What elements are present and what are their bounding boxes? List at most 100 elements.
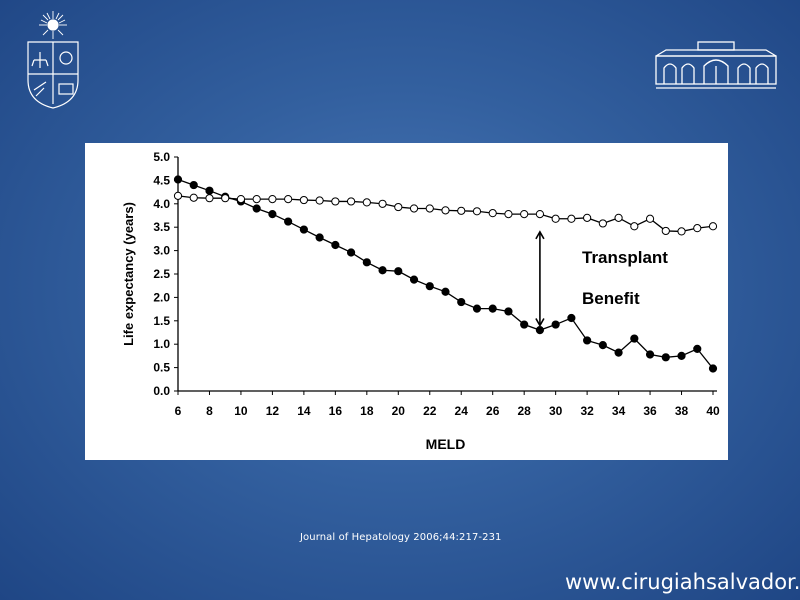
data-point-open [252, 195, 261, 204]
benefit-arrow-head-bottom [535, 318, 545, 328]
x-tick-label: 28 [517, 404, 531, 418]
data-point-filled [693, 344, 702, 353]
data-point-open [441, 206, 450, 215]
data-point-open [708, 222, 718, 231]
data-point-open [693, 224, 702, 233]
chart-panel: 0.0 0.5 1.0 1.5 2.0 2.5 3.0 3.5 4.0 4.5 5.0 6 8 10 12 1… [85, 143, 728, 460]
x-tick-label: 26 [486, 404, 500, 418]
y-tick-label: 1.5 [153, 314, 170, 328]
data-point-filled [583, 336, 592, 345]
hospital-building-logo [655, 41, 777, 89]
x-tick-label: 12 [266, 404, 280, 418]
data-point-filled [551, 320, 560, 329]
y-tick-label: 2.0 [153, 290, 170, 304]
data-point-filled [567, 313, 576, 323]
data-point-open [567, 214, 576, 223]
data-point-open [362, 198, 371, 207]
data-point-open [425, 204, 434, 213]
data-point-open [189, 193, 198, 202]
data-point-open [520, 209, 529, 219]
data-point-filled [488, 304, 497, 313]
x-tick-label: 24 [455, 404, 469, 418]
data-point-filled [441, 287, 450, 296]
data-point-filled [661, 353, 670, 362]
data-point-filled [677, 351, 686, 360]
data-point-filled [614, 348, 623, 357]
data-point-filled [284, 217, 293, 226]
data-point-open [346, 197, 356, 206]
x-tick-label: 38 [675, 404, 689, 418]
y-tick-label: 4.5 [153, 173, 170, 187]
x-axis-label: MELD [426, 436, 466, 452]
data-point-open [299, 195, 308, 205]
x-tick-label: 36 [643, 404, 657, 418]
data-point-open [472, 207, 482, 216]
data-point-open [677, 227, 686, 236]
data-point-filled [205, 186, 214, 195]
data-point-filled [425, 282, 434, 291]
x-tick-label: 34 [612, 404, 626, 418]
data-point-open [394, 202, 403, 212]
data-point-filled [645, 350, 655, 359]
y-axis-label: Life expectancy (years) [121, 202, 136, 346]
data-point-filled [520, 320, 529, 329]
data-point-open [598, 219, 607, 228]
benefit-arrow-head-top [535, 230, 545, 240]
x-tick-label: 40 [706, 404, 720, 418]
data-point-filled [346, 248, 356, 257]
data-point-open [551, 214, 560, 223]
data-point-open [205, 194, 214, 203]
data-point-filled [378, 266, 387, 275]
x-tick-label: 8 [206, 404, 213, 418]
x-tick-label: 16 [329, 404, 343, 418]
data-point-open [236, 195, 246, 204]
data-point-open [583, 213, 592, 222]
data-point-filled [362, 258, 371, 267]
data-point-open [614, 213, 623, 222]
website-url: www.cirugiahsalvador.cl [565, 570, 800, 594]
data-point-open [535, 209, 545, 219]
data-point-open [315, 196, 324, 205]
data-point-filled [173, 175, 183, 184]
data-point-open [409, 204, 419, 213]
data-point-open [284, 195, 293, 204]
x-tick-label: 14 [297, 404, 311, 418]
data-point-open [331, 197, 340, 206]
x-tick-label: 20 [392, 404, 406, 418]
data-point-open [661, 226, 670, 236]
data-point-open [457, 206, 466, 215]
data-point-open [645, 214, 655, 223]
data-point-filled [315, 233, 324, 242]
x-tick-label: 30 [549, 404, 563, 418]
university-seal-logo [27, 11, 79, 109]
data-point-open [630, 222, 639, 231]
citation: Journal of Hepatology 2006;44:217-231 [300, 532, 502, 543]
y-tick-label: 4.0 [153, 197, 170, 211]
data-point-open [173, 191, 183, 200]
x-tick-label: 32 [580, 404, 594, 418]
data-point-filled [708, 364, 718, 373]
y-tick-label: 0.0 [153, 384, 170, 398]
x-tick-label: 6 [175, 404, 182, 418]
data-point-filled [409, 275, 419, 284]
y-tick-label: 1.0 [153, 337, 170, 351]
annotation-transplant: Transplant [582, 248, 668, 267]
life-expectancy-chart: 0.0 0.5 1.0 1.5 2.0 2.5 3.0 3.5 4.0 4.5 5.0 6 8 10 12 1… [121, 150, 720, 452]
data-point-filled [598, 341, 607, 350]
data-point-filled [630, 334, 639, 343]
data-point-filled [252, 204, 261, 213]
data-point-filled [394, 267, 403, 276]
y-tick-label: 0.5 [153, 361, 170, 375]
data-point-open [268, 195, 277, 204]
y-tick-label: 3.5 [153, 220, 170, 234]
data-point-filled [472, 304, 482, 313]
x-tick-label: 10 [234, 404, 248, 418]
x-tick-label: 18 [360, 404, 374, 418]
data-point-filled [331, 240, 340, 250]
data-point-filled [189, 180, 198, 190]
x-tick-label: 22 [423, 404, 437, 418]
data-point-open [378, 199, 387, 208]
data-point-filled [535, 326, 545, 335]
data-point-filled [268, 209, 277, 219]
data-point-open [488, 209, 497, 218]
